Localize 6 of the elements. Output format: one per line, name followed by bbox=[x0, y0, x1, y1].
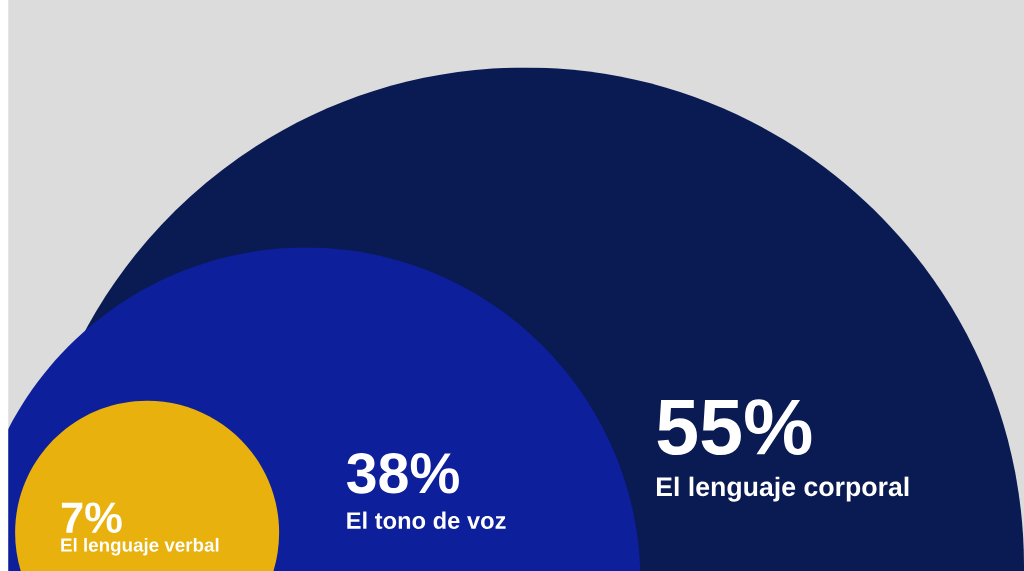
data-label: 38% bbox=[347, 452, 459, 494]
category-label: El lenguaje verbal bbox=[61, 537, 219, 556]
category-label: El tono de voz bbox=[347, 511, 506, 529]
data-label: 55% bbox=[657, 399, 812, 455]
data-label: 7% bbox=[61, 502, 122, 533]
category-label: El lenguaje corporal bbox=[656, 476, 909, 502]
